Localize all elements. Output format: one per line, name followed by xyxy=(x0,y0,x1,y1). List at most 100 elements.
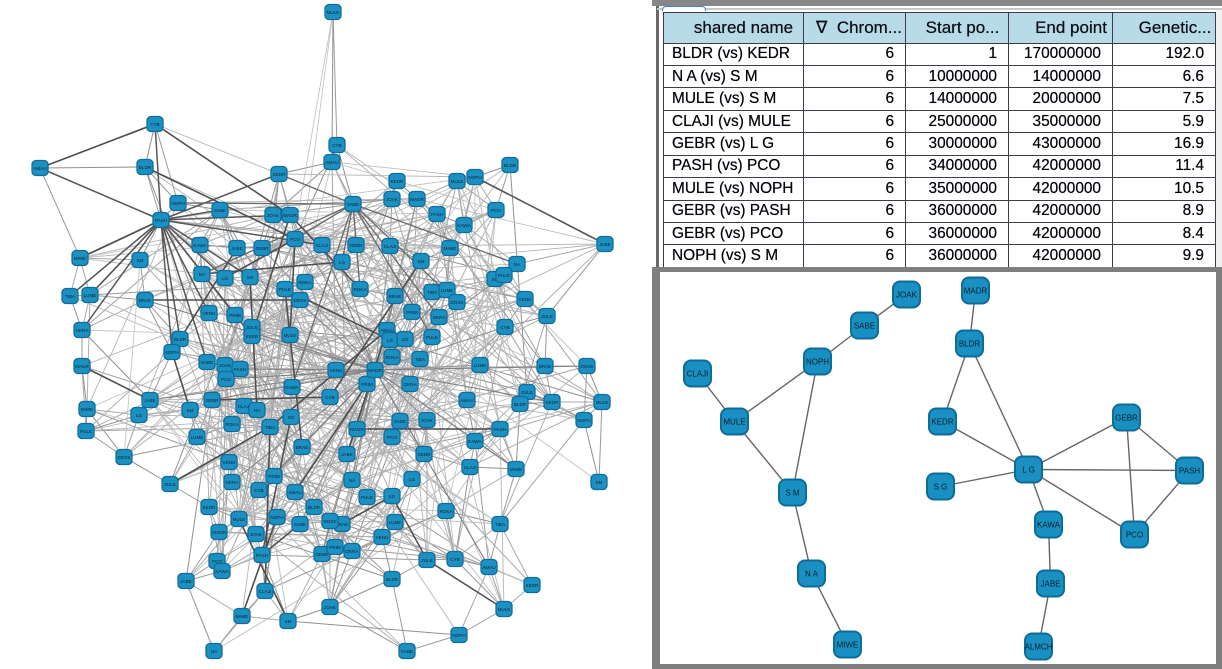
svg-text:SG: SG xyxy=(389,494,396,499)
svg-text:S G: S G xyxy=(933,482,947,491)
svg-text:SM: SM xyxy=(418,259,425,264)
svg-text:SABE: SABE xyxy=(347,202,359,207)
svg-text:PASH: PASH xyxy=(155,218,167,223)
svg-text:NOPH: NOPH xyxy=(805,357,828,366)
svg-text:MIWE: MIWE xyxy=(510,467,523,472)
svg-text:KEDR: KEDR xyxy=(391,179,404,184)
svg-text:LG: LG xyxy=(222,276,229,281)
svg-text:OKRA: OKRA xyxy=(403,382,417,387)
svg-text:CLAJI: CLAJI xyxy=(316,243,329,248)
svg-text:BRAE: BRAE xyxy=(539,364,552,369)
svg-text:KAWA: KAWA xyxy=(193,243,207,248)
svg-text:MADR: MADR xyxy=(368,368,382,373)
svg-text:SM: SM xyxy=(596,480,603,485)
svg-text:PASH: PASH xyxy=(431,212,443,217)
svg-text:NA: NA xyxy=(514,262,521,267)
svg-text:MULE: MULE xyxy=(327,10,340,15)
svg-text:MADR: MADR xyxy=(283,213,297,218)
svg-text:GEBR: GEBR xyxy=(1115,413,1138,422)
svg-text:MIWE: MIWE xyxy=(81,407,94,412)
svg-text:KAWA: KAWA xyxy=(285,385,299,390)
svg-text:PULE: PULE xyxy=(498,273,510,278)
svg-text:BLDR: BLDR xyxy=(504,163,517,168)
svg-text:LUME: LUME xyxy=(84,293,97,298)
svg-text:BRAE: BRAE xyxy=(296,445,309,450)
svg-text:JABE: JABE xyxy=(144,398,156,403)
svg-text:KAWA: KAWA xyxy=(457,223,471,228)
svg-text:PCO: PCO xyxy=(212,559,222,564)
svg-text:LUME: LUME xyxy=(474,363,487,368)
svg-text:GEBR: GEBR xyxy=(315,552,329,557)
svg-text:ZULE: ZULE xyxy=(521,390,533,395)
svg-text:PULE: PULE xyxy=(361,495,373,500)
svg-text:JOAK: JOAK xyxy=(250,532,263,537)
svg-text:AMAU: AMAU xyxy=(482,565,495,570)
svg-text:CYB: CYB xyxy=(150,122,159,127)
svg-text:LG: LG xyxy=(136,413,143,418)
svg-text:JOAK: JOAK xyxy=(324,605,337,610)
svg-text:AMAU: AMAU xyxy=(33,166,46,171)
svg-text:GEBR: GEBR xyxy=(417,452,431,457)
svg-text:JABE: JABE xyxy=(231,246,243,251)
svg-text:GEBR: GEBR xyxy=(255,246,269,251)
svg-text:PCO: PCO xyxy=(290,237,300,242)
svg-text:BRAE: BRAE xyxy=(336,522,349,527)
svg-text:AMAU: AMAU xyxy=(380,328,393,333)
svg-text:NOPH: NOPH xyxy=(452,633,465,638)
svg-text:PCO: PCO xyxy=(387,435,397,440)
svg-text:DOSK: DOSK xyxy=(450,300,464,305)
svg-text:ROKA: ROKA xyxy=(298,280,312,285)
svg-text:JABE: JABE xyxy=(180,579,192,584)
svg-text:BLDR: BLDR xyxy=(514,402,527,407)
svg-text:KEDR: KEDR xyxy=(246,334,259,339)
svg-text:SABE: SABE xyxy=(853,321,874,330)
svg-text:OKRA: OKRA xyxy=(225,480,239,485)
svg-text:MIWE: MIWE xyxy=(444,246,457,251)
svg-text:NOPH: NOPH xyxy=(468,175,481,180)
svg-text:ZULE: ZULE xyxy=(246,325,258,330)
svg-text:ROKA: ROKA xyxy=(439,509,453,514)
svg-text:AMAU: AMAU xyxy=(288,490,301,495)
svg-text:PRIM: PRIM xyxy=(361,382,373,387)
svg-text:PCO: PCO xyxy=(221,377,231,382)
svg-text:VENU: VENU xyxy=(519,297,532,302)
svg-text:MIWE: MIWE xyxy=(74,256,87,261)
svg-text:TIBA: TIBA xyxy=(427,290,438,295)
svg-text:ROKA: ROKA xyxy=(353,287,367,292)
svg-text:MADR: MADR xyxy=(75,364,89,369)
svg-text:MADR: MADR xyxy=(212,530,226,535)
svg-text:MADR: MADR xyxy=(350,427,364,432)
svg-text:KAWA: KAWA xyxy=(468,439,482,444)
svg-text:NOPH: NOPH xyxy=(165,350,178,355)
svg-text:SG: SG xyxy=(288,415,295,420)
svg-text:LUME: LUME xyxy=(191,435,204,440)
svg-text:OKRA: OKRA xyxy=(345,549,359,554)
svg-text:NOPH: NOPH xyxy=(270,515,283,520)
svg-text:N A: N A xyxy=(805,569,819,578)
svg-text:KEDR: KEDR xyxy=(526,583,539,588)
svg-text:BRAE: BRAE xyxy=(389,294,402,299)
svg-text:TIBA: TIBA xyxy=(495,522,506,527)
svg-text:SM: SM xyxy=(285,619,292,624)
svg-text:GEBR: GEBR xyxy=(349,243,363,248)
svg-text:SG: SG xyxy=(492,277,499,282)
svg-text:CYB: CYB xyxy=(332,143,341,148)
svg-text:ROKA: ROKA xyxy=(225,422,239,427)
svg-text:MULE: MULE xyxy=(284,333,297,338)
svg-text:PCO: PCO xyxy=(491,208,501,213)
svg-text:NOPH: NOPH xyxy=(577,418,590,423)
svg-text:MADR: MADR xyxy=(410,197,424,202)
svg-text:LUME: LUME xyxy=(441,288,454,293)
svg-text:PRIM: PRIM xyxy=(229,313,241,318)
svg-text:PASH: PASH xyxy=(256,553,268,558)
svg-text:MULE: MULE xyxy=(723,417,745,426)
svg-text:TIBA: TIBA xyxy=(265,425,276,430)
svg-text:BLDR: BLDR xyxy=(174,337,187,342)
svg-text:KEDR: KEDR xyxy=(931,417,953,426)
svg-text:AMAU: AMAU xyxy=(325,160,338,165)
svg-text:S M: S M xyxy=(785,488,800,497)
svg-text:L G: L G xyxy=(1022,465,1035,474)
svg-text:LG: LG xyxy=(409,477,416,482)
svg-text:KAWA: KAWA xyxy=(215,569,229,574)
svg-text:ZULE: ZULE xyxy=(541,314,553,319)
